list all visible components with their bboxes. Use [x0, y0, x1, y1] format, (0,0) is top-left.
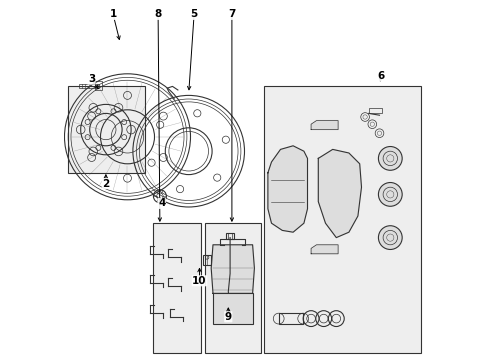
Circle shape [378, 147, 401, 170]
Polygon shape [310, 121, 337, 130]
Polygon shape [267, 146, 307, 232]
Text: 3: 3 [88, 74, 95, 84]
Bar [79, 84, 99, 88]
Text: 4: 4 [158, 198, 165, 208]
Bar [368, 108, 382, 113]
Text: 5: 5 [190, 9, 197, 19]
Bar [278, 313, 303, 324]
Circle shape [378, 226, 401, 249]
Circle shape [378, 183, 401, 206]
Text: 2: 2 [102, 179, 109, 189]
Bar [68, 86, 145, 173]
Bar [264, 86, 420, 353]
Bar [152, 223, 201, 353]
Bar [204, 223, 260, 353]
Polygon shape [318, 149, 361, 238]
Polygon shape [310, 245, 337, 254]
Bar [226, 233, 234, 239]
Bar [95, 81, 102, 90]
Text: 8: 8 [154, 9, 162, 19]
Text: 1: 1 [109, 9, 117, 19]
Text: 9: 9 [224, 312, 231, 322]
Polygon shape [211, 245, 254, 293]
Text: 10: 10 [192, 276, 206, 286]
Text: 7: 7 [228, 9, 235, 19]
Bar [203, 255, 211, 265]
Text: 6: 6 [377, 71, 384, 81]
Bar [213, 293, 252, 324]
